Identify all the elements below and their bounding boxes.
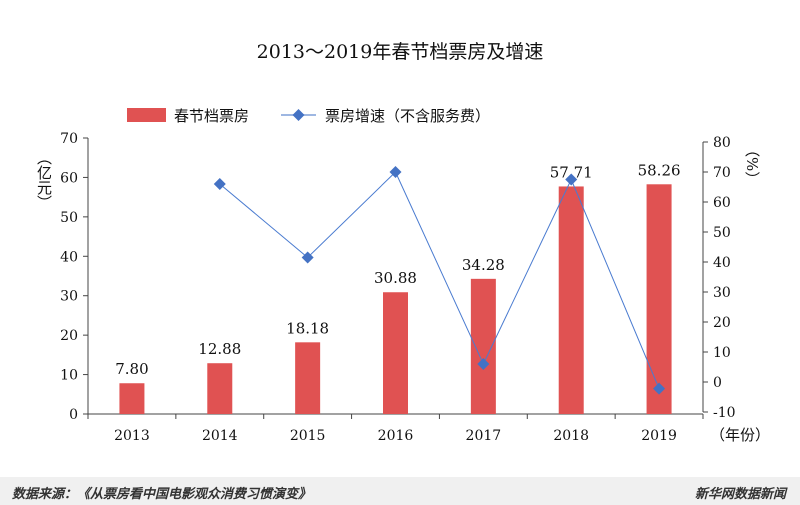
right-tick-label: 20: [713, 315, 731, 331]
growth-point: [301, 251, 314, 264]
x-axis-label: （年份）: [710, 426, 770, 444]
right-tick-label: 60: [713, 195, 731, 211]
left-tick-label: 40: [60, 249, 78, 265]
left-tick-label: 10: [60, 368, 78, 384]
bar: [383, 292, 408, 414]
right-axis-label: （%）: [743, 142, 761, 186]
growth-line: [213, 166, 666, 395]
left-tick-label: 50: [60, 210, 78, 226]
right-tick-label: 30: [713, 285, 731, 301]
x-tick-label: 2018: [553, 428, 589, 444]
bar: [207, 363, 233, 414]
bar: [119, 383, 145, 414]
x-tick-label: 2017: [466, 428, 502, 444]
growth-point: [565, 173, 578, 186]
source-note: 数据来源：《从票房看中国电影观众消费习惯演变》: [12, 487, 312, 502]
bars: 7.80 12.88 18.18 30.88 34.28 57.71 58.26: [115, 161, 681, 414]
left-tick-label: 0: [69, 407, 78, 423]
bar-data-label: 18.18: [286, 319, 329, 337]
bar-data-label: 57.71: [550, 163, 593, 181]
x-tick-label: 2015: [290, 428, 326, 444]
bar: [295, 342, 321, 414]
right-tick-label: 70: [713, 165, 731, 181]
right-tick-label: -10: [713, 405, 736, 421]
right-tick-label: 80: [713, 135, 731, 151]
growth-point: [653, 382, 666, 395]
bar-data-label: 58.26: [638, 161, 681, 179]
bar-data-label: 34.28: [462, 256, 505, 274]
brand-label: 新华网数据新闻: [694, 487, 786, 502]
bar-data-label: 30.88: [374, 269, 417, 287]
axes: 0 10 20 30 40 50 60 70 -10 0 10 20 30 40 50 60 70 80 2013 2…: [60, 131, 735, 444]
right-tick-label: 0: [713, 375, 722, 391]
bar: [558, 186, 584, 414]
left-tick-label: 70: [60, 131, 78, 147]
chart: 2013～2019年春节档票房及增速 春节档票房 票房增速（不含服务费） 0 10…: [35, 41, 770, 444]
legend-line-label: 票房增速（不含服务费）: [325, 107, 490, 125]
x-tick-label: 2019: [641, 428, 677, 444]
growth-point: [389, 166, 402, 178]
growth-point: [477, 358, 490, 370]
left-tick-label: 20: [60, 328, 78, 344]
legend-bar-swatch: [127, 108, 166, 122]
bar-data-label: 7.80: [115, 360, 148, 378]
legend-bar-label: 春节档票房: [174, 107, 249, 125]
x-tick-label: 2014: [202, 428, 238, 444]
left-tick-label: 30: [60, 289, 78, 305]
legend: 春节档票房 票房增速（不含服务费）: [127, 107, 490, 125]
x-tick-label: 2016: [378, 428, 414, 444]
growth-point: [213, 178, 226, 190]
footer: 数据来源：《从票房看中国电影观众消费习惯演变》 新华网数据新闻: [0, 477, 800, 505]
chart-title: 2013～2019年春节档票房及增速: [257, 41, 544, 63]
growth-line-path: [219, 171, 660, 389]
left-axis-label: （亿元）: [35, 150, 53, 210]
left-tick-label: 60: [60, 170, 78, 186]
bar: [646, 184, 672, 414]
right-tick-label: 50: [713, 225, 731, 241]
bar-data-label: 12.88: [198, 340, 241, 358]
legend-diamond-marker: [292, 109, 305, 121]
x-tick-label: 2013: [114, 428, 150, 444]
right-tick-label: 10: [713, 345, 731, 361]
right-tick-label: 40: [713, 255, 731, 271]
